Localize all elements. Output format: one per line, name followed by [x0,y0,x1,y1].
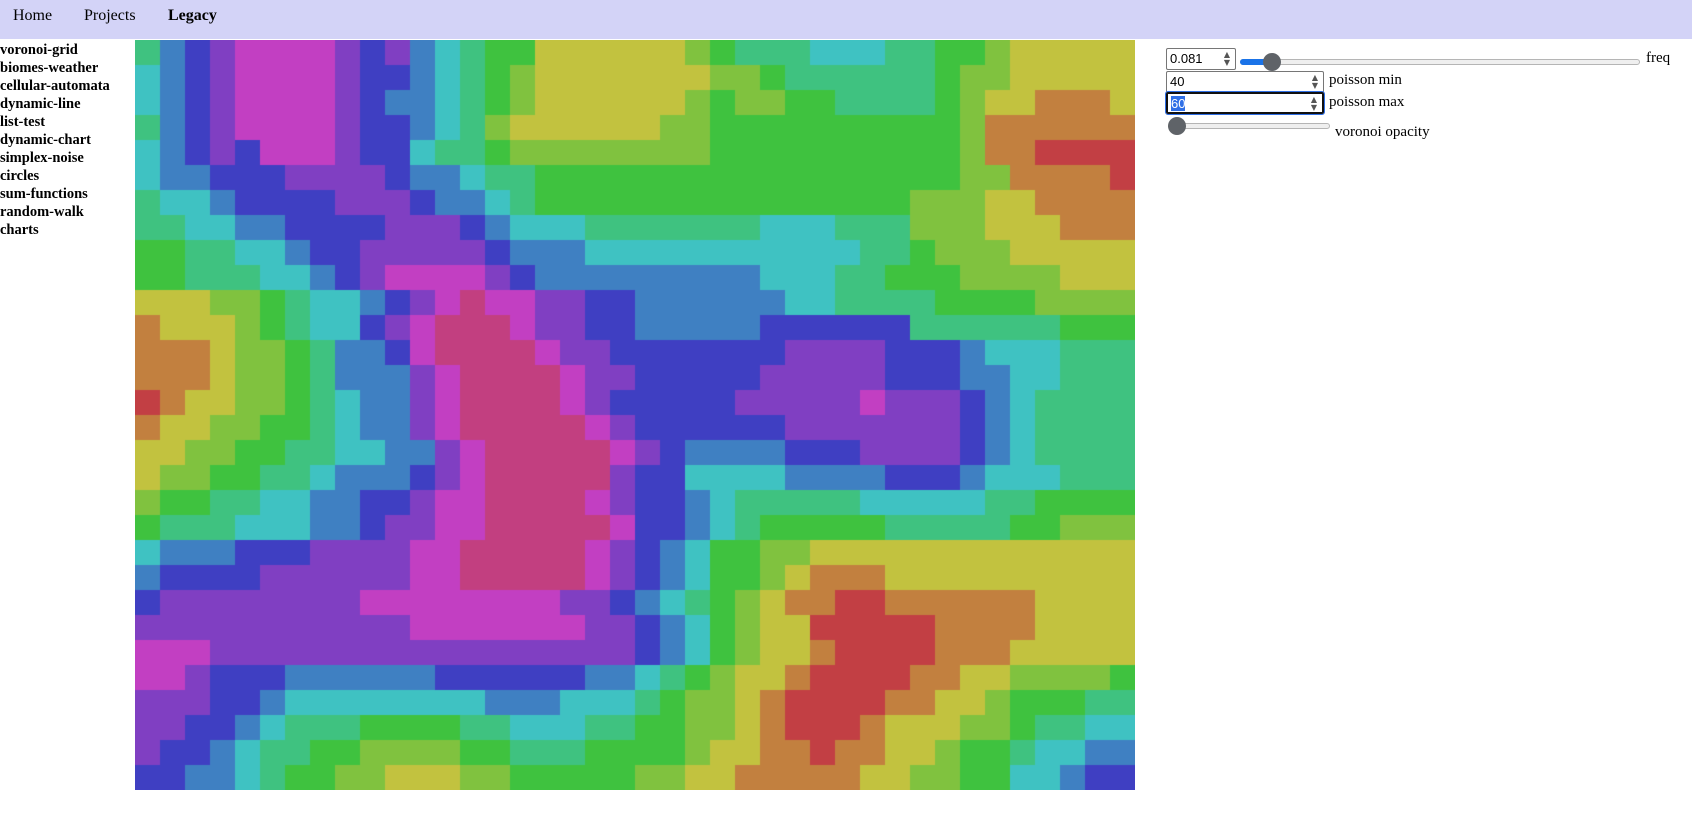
poisson-max-input[interactable]: 60 ▲ ▼ [1165,91,1325,115]
sidebar-item-cellular-automata[interactable]: cellular-automata [0,78,110,94]
voronoi-opacity-slider[interactable] [1168,116,1330,136]
poisson-max-value: 60 [1171,96,1186,111]
voronoi-opacity-label: voronoi opacity [1335,124,1430,140]
freq-slider-thumb[interactable] [1262,53,1281,71]
sidebar-item-list-test[interactable]: list-test [0,114,46,130]
sidebar-item-biomes-weather[interactable]: biomes-weather [0,60,99,76]
freq-label: freq [1646,50,1671,66]
poisson-min-input[interactable]: 40 ▲ ▼ [1166,71,1324,93]
poisson-max-spinner-icon[interactable]: ▲ ▼ [1310,95,1318,112]
voronoi-opacity-slider-track [1168,123,1330,129]
voronoi-grid-canvas[interactable] [135,40,1135,790]
sidebar-item-voronoi-grid[interactable]: voronoi-grid [0,42,78,58]
sidebar-item-circles[interactable]: circles [0,168,40,184]
nav-home-link[interactable]: Home [13,7,53,24]
sidebar-item-dynamic-chart[interactable]: dynamic-chart [0,132,92,148]
poisson-min-spinner-icon[interactable]: ▲ ▼ [1311,73,1319,90]
poisson-min-label: poisson min [1329,72,1402,88]
freq-spinner-icon[interactable]: ▲ ▼ [1223,50,1231,67]
sidebar-item-dynamic-line[interactable]: dynamic-line [0,96,81,112]
sidebar-item-sum-functions[interactable]: sum-functions [0,186,88,202]
voronoi-opacity-slider-thumb[interactable] [1168,117,1186,135]
freq-slider-track [1240,59,1640,65]
freq-slider[interactable] [1240,52,1640,72]
freq-value: 0.081 [1170,51,1203,66]
freq-number-input[interactable]: 0.081 ▲ ▼ [1166,48,1236,70]
nav-projects-link[interactable]: Projects [84,7,136,24]
sidebar-item-random-walk[interactable]: random-walk [0,204,84,220]
sidebar-item-simplex-noise[interactable]: simplex-noise [0,150,84,166]
freq-slider-fill [1240,59,1272,65]
sidebar-item-charts[interactable]: charts [0,222,39,238]
nav-legacy-link[interactable]: Legacy [168,7,217,24]
top-navigation: Home Projects Legacy [0,0,1692,39]
controls-panel: 0.081 ▲ ▼ freq 40 ▲ ▼ poisson min 60 ▲ ▼ po… [1165,46,1686,156]
poisson-max-label: poisson max [1329,94,1405,110]
sidebar: voronoi-grid biomes-weather cellular-aut… [0,41,132,239]
poisson-min-value: 40 [1170,74,1185,89]
